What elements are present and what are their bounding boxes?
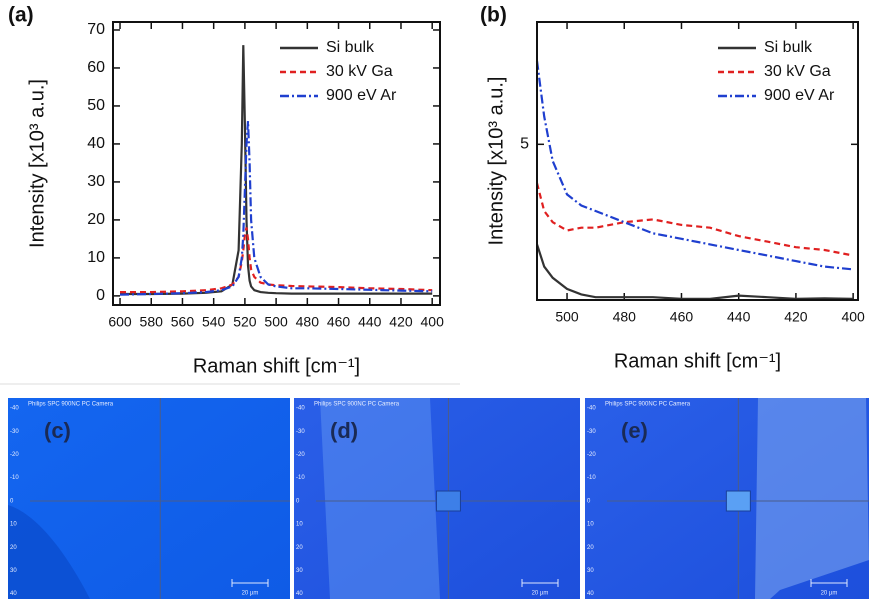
x-tick-label: 400 — [421, 314, 445, 330]
y-tick-label: 30 — [87, 173, 105, 190]
image-tick-label: -40 — [296, 406, 305, 412]
plot-frame — [112, 21, 441, 306]
image-tick-label: -30 — [296, 429, 305, 435]
image-tick-label: 40 — [587, 591, 594, 597]
camera-caption: Philips SPC 900NC PC Camera — [605, 402, 691, 408]
image-tick-label: -10 — [10, 475, 19, 481]
x-tick-label: 460 — [327, 314, 351, 330]
x-axis-label: Raman shift [cm⁻¹] — [193, 355, 360, 377]
image-tick-label: -20 — [587, 452, 596, 458]
image-tick-label: 0 — [296, 498, 300, 504]
legend-label: Si bulk — [764, 39, 813, 56]
camera-caption: Philips SPC 900NC PC Camera — [28, 402, 114, 408]
image-tick-label: -30 — [10, 429, 19, 435]
image-tick-label: 20 — [10, 545, 17, 551]
x-tick-label: 440 — [358, 314, 382, 330]
image-tick-label: -40 — [587, 406, 596, 412]
image-tick-label: 20 — [587, 545, 594, 551]
scale-label: 20 µm — [821, 591, 838, 597]
image-tick-label: -10 — [587, 475, 596, 481]
image-tick-label: -20 — [296, 452, 305, 458]
panel-label: (e) — [621, 418, 648, 443]
image-tick-label: 40 — [10, 591, 17, 597]
y-tick-label: 5 — [520, 136, 529, 153]
pad — [435, 490, 461, 512]
data-line — [120, 45, 433, 296]
x-tick-label: 580 — [140, 314, 164, 330]
x-tick-label: 460 — [670, 309, 694, 325]
y-axis-label: Intensity [x10³ a.u.] — [485, 77, 507, 246]
image-tick-label: -20 — [10, 452, 19, 458]
legend-label: 900 eV Ar — [326, 87, 397, 104]
lamella — [755, 398, 869, 599]
x-tick-label: 420 — [784, 309, 808, 325]
y-axis-label: Intensity [x10³ a.u.] — [26, 79, 48, 248]
panel-label: (a) — [8, 4, 34, 27]
image-tick-label: 30 — [296, 568, 303, 574]
x-tick-label: 500 — [264, 314, 288, 330]
x-tick-label: 480 — [296, 314, 320, 330]
x-tick-label: 560 — [171, 314, 195, 330]
x-axis-label: Raman shift [cm⁻¹] — [614, 350, 781, 372]
y-tick-label: 40 — [87, 135, 105, 152]
image-tick-label: 10 — [10, 522, 17, 528]
y-tick-label: 10 — [87, 249, 105, 266]
scale-label: 20 µm — [532, 591, 549, 597]
image-tick-label: -40 — [10, 406, 19, 412]
x-tick-label: 420 — [389, 314, 413, 330]
camera-caption: Philips SPC 900NC PC Camera — [314, 402, 400, 408]
plot-frame — [536, 21, 859, 301]
lamella — [320, 398, 440, 599]
substrate-edge — [8, 505, 90, 599]
legend-label: Si bulk — [326, 39, 375, 56]
pad — [725, 490, 751, 512]
x-tick-label: 480 — [613, 309, 637, 325]
image-tick-label: -10 — [296, 475, 305, 481]
legend-label: 30 kV Ga — [326, 63, 393, 80]
x-tick-label: 440 — [727, 309, 751, 325]
x-tick-label: 400 — [841, 309, 865, 325]
y-tick-label: 20 — [87, 211, 105, 228]
data-line — [120, 227, 433, 294]
image-tick-label: 10 — [296, 522, 303, 528]
image-tick-label: 10 — [587, 522, 594, 528]
y-tick-label: 0 — [96, 287, 105, 304]
legend-label: 30 kV Ga — [764, 63, 831, 80]
x-tick-label: 520 — [233, 314, 257, 330]
data-line — [119, 121, 433, 296]
legend-label: 900 eV Ar — [764, 87, 835, 104]
image-tick-label: 30 — [587, 568, 594, 574]
image-tick-label: 0 — [587, 498, 591, 504]
x-tick-label: 600 — [108, 314, 132, 330]
image-tick-label: 40 — [296, 591, 303, 597]
x-tick-label: 540 — [202, 314, 226, 330]
data-line — [535, 244, 854, 301]
x-tick-label: 500 — [555, 309, 579, 325]
panel-label: (b) — [480, 4, 507, 27]
panel-label: (c) — [44, 418, 71, 443]
data-line — [535, 182, 854, 257]
image-tick-label: -30 — [587, 429, 596, 435]
y-tick-label: 70 — [87, 21, 105, 38]
image-tick-label: 20 — [296, 545, 303, 551]
scale-label: 20 µm — [242, 591, 259, 597]
image-tick-label: 30 — [10, 568, 17, 574]
image-tick-label: 0 — [10, 498, 14, 504]
panel-label: (d) — [330, 418, 358, 443]
y-tick-label: 50 — [87, 97, 105, 114]
y-tick-label: 60 — [87, 59, 105, 76]
